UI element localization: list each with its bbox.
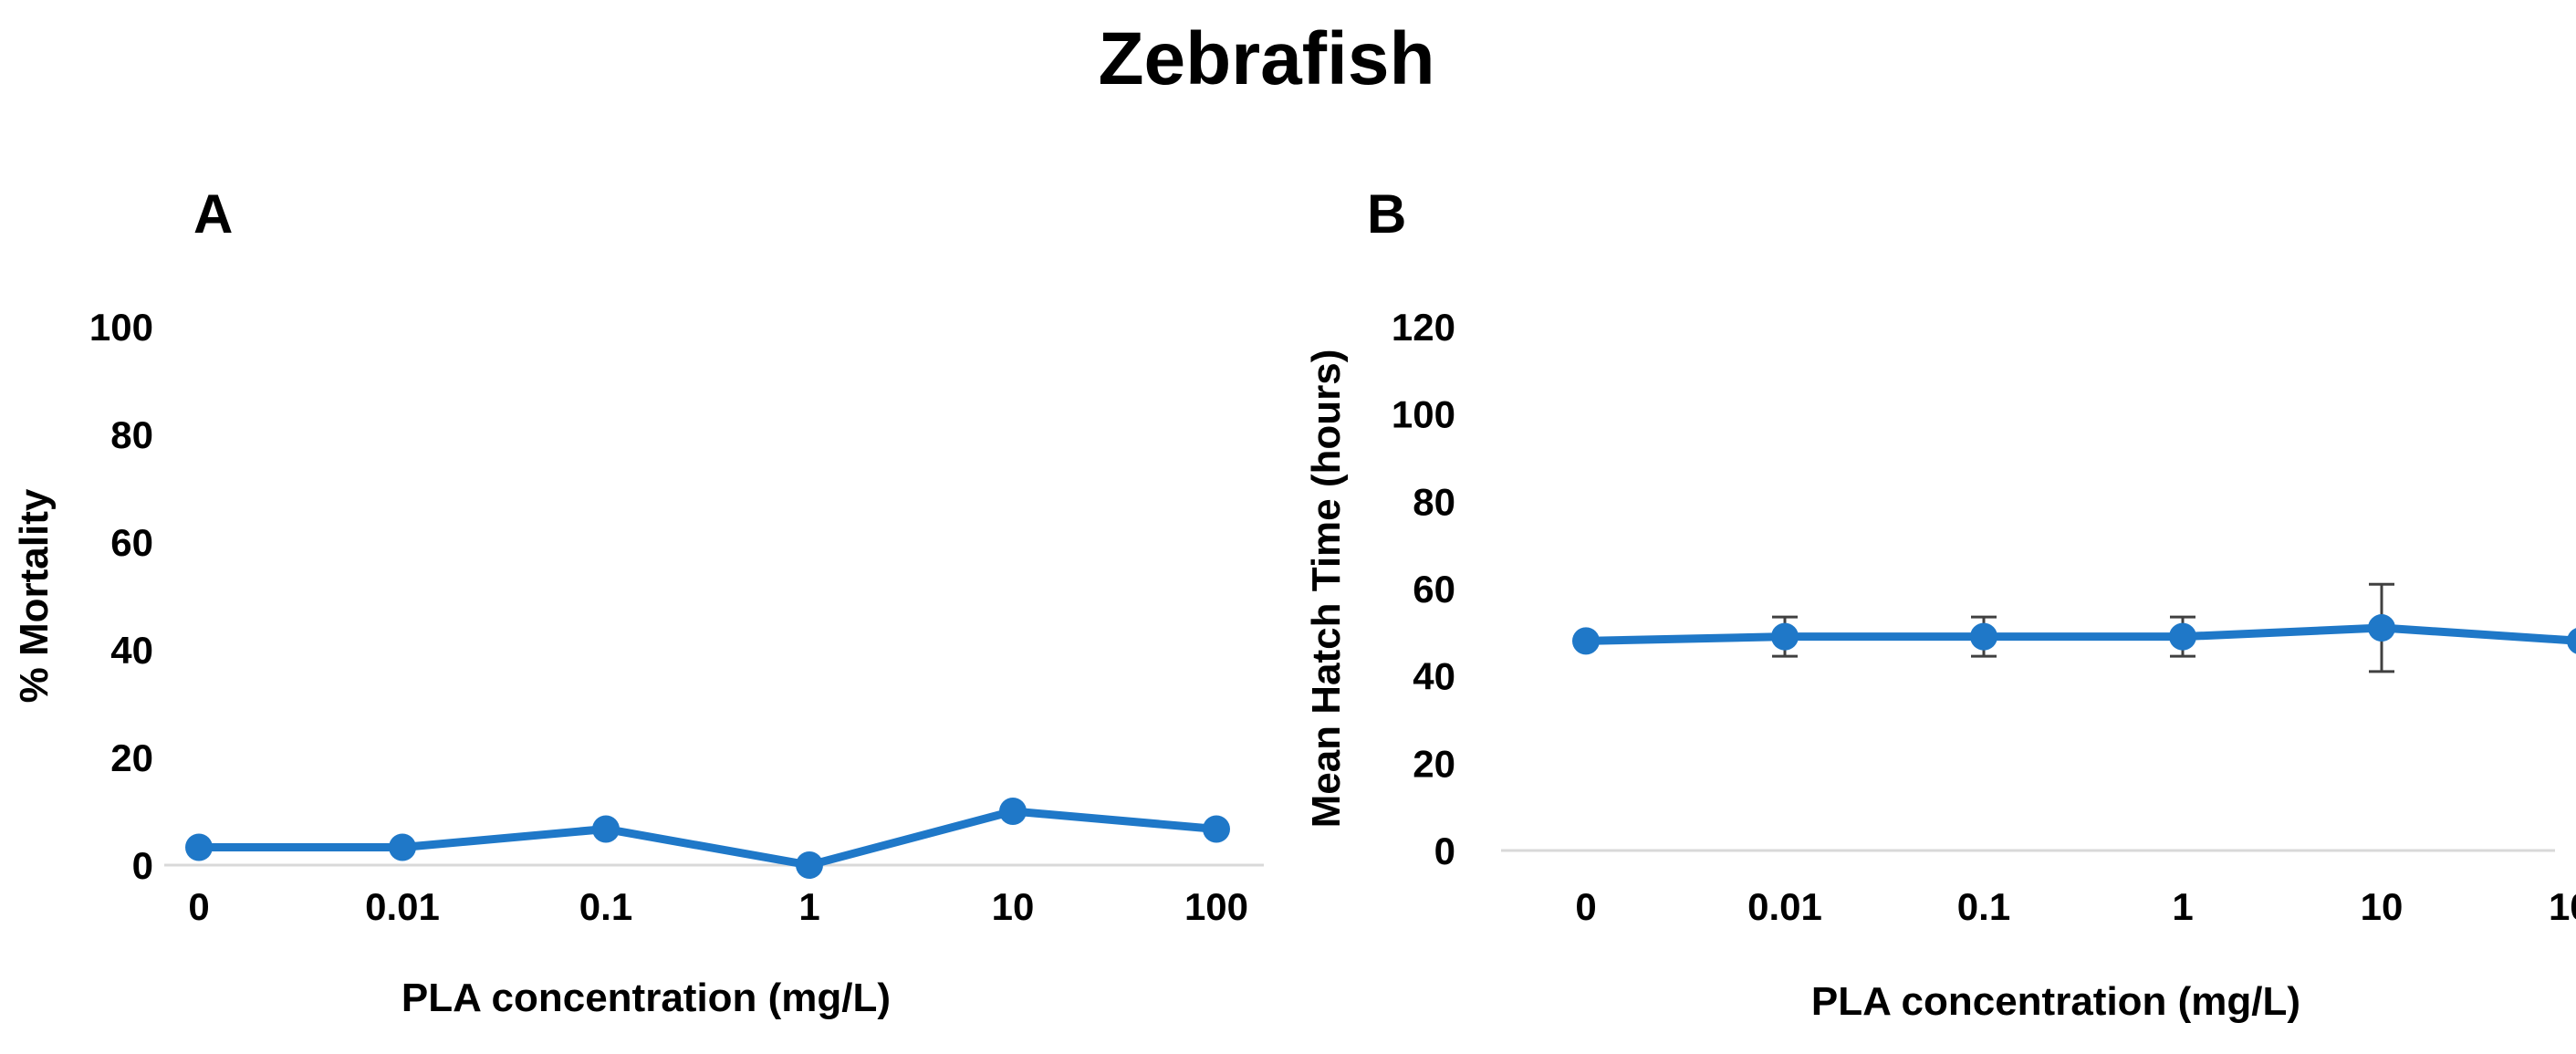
series-line (199, 807, 1217, 870)
y-tick-label: 60 (1413, 568, 1455, 610)
x-tick-labels-b: 0 0.01 0.1 1 10 100 (1575, 885, 2576, 928)
data-point (2368, 614, 2395, 642)
x-axis-label-b: PLA concentration (mg/L) (1811, 979, 2300, 1024)
y-tick-labels-b: 0 20 40 60 80 100 120 (1392, 306, 1455, 872)
figure-title: Zebrafish (1098, 17, 1434, 100)
y-tick-label: 20 (110, 736, 153, 779)
y-axis-label-a: % Mortality (12, 488, 57, 703)
series-line (1585, 623, 2576, 645)
data-point (1203, 815, 1230, 843)
x-axis-label-a: PLA concentration (mg/L) (402, 976, 891, 1020)
data-point (2169, 622, 2196, 651)
data-point (999, 798, 1027, 825)
x-tick-labels-a: 0 0.01 0.1 1 10 100 (188, 885, 1248, 928)
chart-panel-a: A % Mortality PLA concentration (mg/L) 0… (12, 183, 1264, 1020)
y-tick-label: 40 (110, 629, 153, 672)
x-tick-label: 100 (2549, 885, 2576, 928)
x-tick-label: 0.1 (579, 885, 632, 928)
x-tick-label: 100 (1184, 885, 1248, 928)
y-axis-label-b: Mean Hatch Time (hours) (1304, 350, 1349, 829)
y-tick-label: 100 (1392, 393, 1455, 436)
y-tick-labels-a: 0 20 40 60 80 100 (89, 306, 153, 887)
data-point (1572, 627, 1600, 655)
panel-label-b: B (1367, 183, 1406, 245)
y-tick-label: 80 (1413, 480, 1455, 523)
y-tick-label: 0 (1434, 830, 1455, 872)
data-point (389, 833, 416, 861)
y-tick-label: 100 (89, 306, 153, 349)
x-tick-label: 10 (2361, 885, 2404, 928)
x-tick-label: 1 (2172, 885, 2193, 928)
y-tick-label: 0 (132, 844, 153, 887)
x-tick-label: 0.01 (365, 885, 440, 928)
data-point (2567, 628, 2576, 654)
panel-label-a: A (193, 183, 233, 245)
x-tick-label: 0.01 (1747, 885, 1822, 928)
data-point (796, 851, 823, 879)
y-tick-label: 20 (1413, 742, 1455, 785)
y-tick-label: 120 (1392, 306, 1455, 349)
chart-panel-b: B Mean Hatch Time (hours) PLA concentrat… (1304, 183, 2576, 1024)
series-marks-a (185, 798, 1230, 879)
x-tick-label: 0.1 (1957, 885, 2010, 928)
data-point (185, 833, 213, 861)
x-tick-label: 10 (992, 885, 1035, 928)
x-tick-label: 1 (798, 885, 819, 928)
x-tick-label: 0 (188, 885, 209, 928)
data-point (592, 815, 620, 843)
data-point (1771, 622, 1799, 651)
y-tick-label: 80 (110, 413, 153, 456)
y-tick-label: 60 (110, 521, 153, 564)
series-marks-b (1572, 582, 2576, 673)
x-tick-label: 0 (1575, 885, 1596, 928)
data-point (1970, 622, 1997, 651)
y-tick-label: 40 (1413, 655, 1455, 698)
